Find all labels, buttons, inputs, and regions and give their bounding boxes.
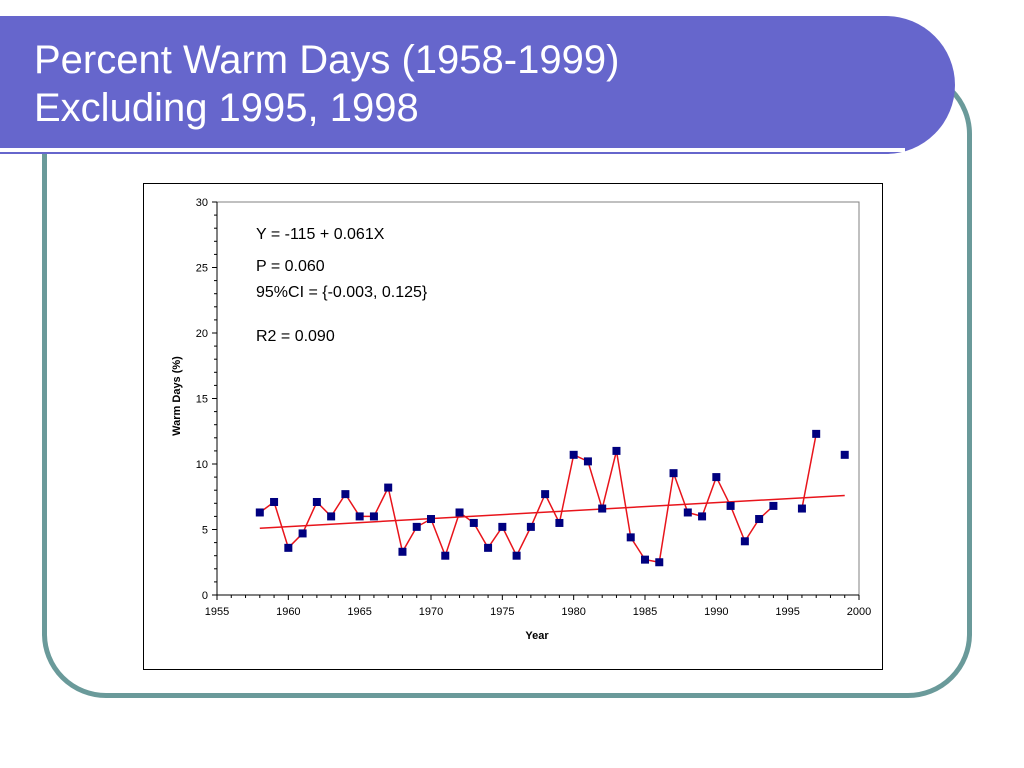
series-line-segment (801, 433, 817, 509)
data-point (427, 515, 435, 524)
data-point (270, 497, 279, 506)
data-point (797, 504, 806, 513)
chart-texts: Year Warm Days (%) Y = -115 + 0.061X P =… (171, 226, 549, 642)
data-point (441, 551, 450, 560)
data-point (312, 497, 321, 506)
annotation-r-squared: R2 = 0.090 (256, 328, 335, 345)
x-tick-label: 1985 (633, 606, 657, 618)
series-line-segment (259, 450, 774, 564)
x-tick-label: 1970 (419, 606, 443, 618)
y-axis-title: Warm Days (%) (171, 356, 183, 436)
chart-container: 0 5 10 15 20 25 30 1955 1960 1965 1970 1975 1980 1985… (143, 183, 883, 670)
data-point (769, 501, 778, 510)
data-point (484, 543, 493, 552)
x-axis-title: Year (525, 630, 549, 642)
annotation-confidence-interval: 95%CI = {-0.003, 0.125} (256, 284, 428, 301)
data-point (541, 490, 550, 499)
data-point (355, 512, 364, 521)
data-point (469, 518, 478, 527)
annotation-p-value: P = 0.060 (256, 258, 325, 275)
data-point (612, 446, 621, 455)
title-underline (0, 148, 905, 152)
data-point (712, 473, 721, 482)
data-point (498, 522, 507, 531)
y-tick-label: 5 (202, 525, 208, 537)
data-point (298, 529, 307, 538)
marks (255, 429, 849, 567)
data-point (755, 515, 764, 524)
x-tick-label: 1960 (276, 606, 300, 618)
data-point (683, 508, 692, 517)
data-point (569, 450, 578, 459)
x-tick-label: 1990 (704, 606, 728, 618)
data-point (812, 429, 821, 438)
data-point (455, 508, 464, 517)
data-point (526, 522, 535, 531)
data-point (598, 504, 607, 513)
data-point (555, 518, 564, 527)
y-tick-label: 0 (202, 590, 208, 602)
chart-svg: 0 5 10 15 20 25 30 1955 1960 1965 1970 1975 1980 1985… (171, 197, 871, 642)
x-tick-label: 1980 (561, 606, 585, 618)
data-point (412, 522, 421, 531)
y-tick-label: 10 (196, 459, 208, 471)
x-tick-label: 1955 (205, 606, 229, 618)
data-point (398, 547, 407, 556)
data-point (284, 543, 293, 552)
data-point (641, 555, 649, 564)
title-banner: Percent Warm Days (1958-1999) Excluding … (0, 16, 955, 154)
data-point (255, 508, 264, 517)
data-point (726, 501, 735, 510)
data-point (698, 512, 707, 521)
data-point (384, 483, 393, 492)
slide-title-line-1: Percent Warm Days (1958-1999) (34, 38, 620, 82)
data-point (512, 551, 521, 560)
data-point (740, 537, 749, 546)
y-tick-label: 20 (196, 328, 208, 340)
slide-title-line-2: Excluding 1995, 1998 (34, 86, 419, 130)
data-point (655, 558, 664, 567)
y-tick-label: 30 (196, 197, 208, 209)
y-tick-label: 15 (196, 394, 208, 406)
data-point (583, 457, 592, 466)
data-point (369, 512, 378, 521)
data-point (626, 533, 635, 542)
data-point (327, 512, 336, 521)
axes: 0 5 10 15 20 25 30 1955 1960 1965 1970 1975 1980 1985… (196, 197, 871, 618)
x-tick-label: 1995 (775, 606, 799, 618)
data-point (341, 490, 350, 499)
x-tick-label: 1975 (490, 606, 514, 618)
trend-line (259, 494, 845, 529)
annotation-equation: Y = -115 + 0.061X (256, 226, 385, 243)
x-tick-label: 2000 (847, 606, 871, 618)
data-point (669, 469, 678, 478)
x-tick-label: 1965 (347, 606, 371, 618)
data-point (840, 450, 849, 459)
y-tick-label: 25 (196, 263, 208, 275)
